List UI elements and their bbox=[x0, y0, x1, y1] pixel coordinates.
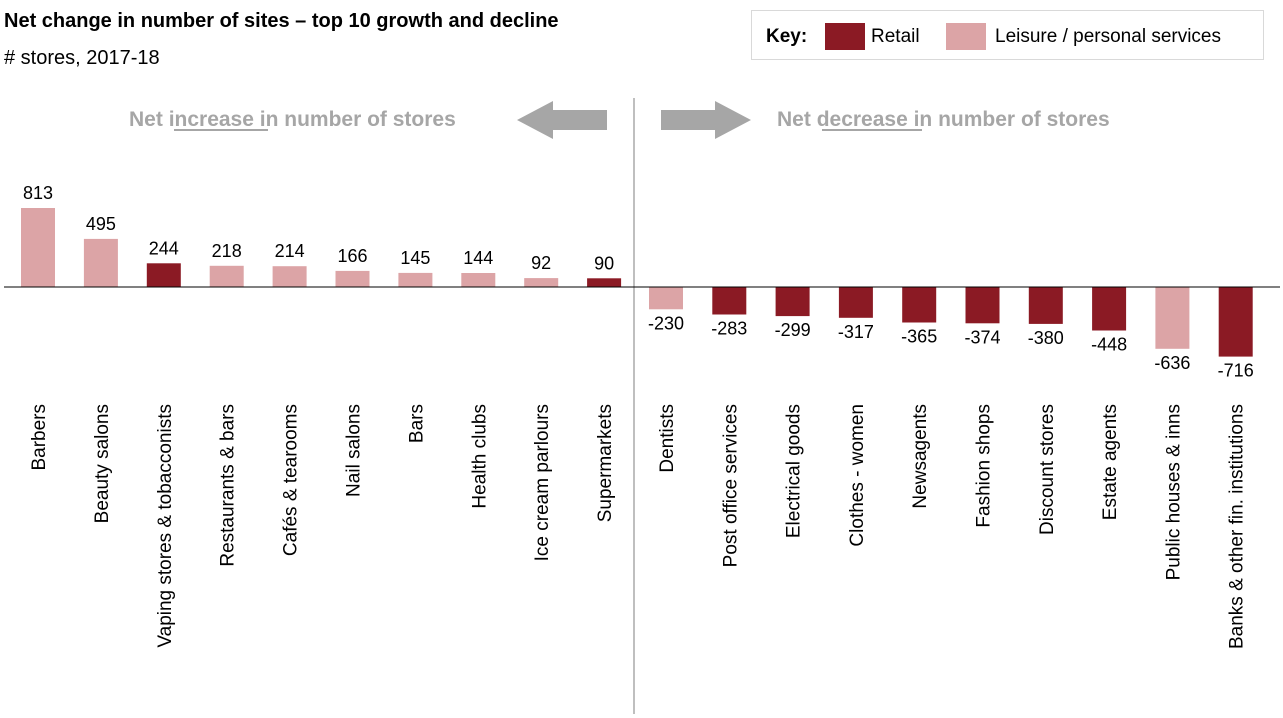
bar-ice-cream-parlours bbox=[524, 278, 559, 287]
category-label-ice-cream-parlours: Ice cream parlours bbox=[532, 404, 553, 561]
legend: Key: Retail Leisure / personal services bbox=[751, 10, 1264, 60]
value-labels: 813 495 244 218 214 166 145 144 92 90 -230 -283 -299… bbox=[23, 183, 1254, 381]
panel-headers: Net increase in number of stores Net dec… bbox=[129, 101, 1110, 139]
legend-swatch-leisure bbox=[946, 23, 986, 50]
legend-swatch-retail bbox=[825, 23, 865, 50]
bar-discount-stores bbox=[1028, 287, 1063, 324]
chart-subtitle: # stores, 2017-18 bbox=[4, 47, 160, 69]
category-label-estate-agents: Estate agents bbox=[1100, 404, 1121, 520]
value-label-dentists: -230 bbox=[648, 313, 684, 333]
category-label-vaping-stores-tobacconists: Vaping stores & tobacconists bbox=[155, 404, 176, 648]
bar-post-office-services bbox=[712, 287, 747, 315]
category-label-electrical-goods: Electrical goods bbox=[784, 404, 805, 538]
bar-fashion-shops bbox=[965, 287, 1000, 324]
category-label-restaurants-bars: Restaurants & bars bbox=[218, 404, 239, 567]
category-label-supermarkets: Supermarkets bbox=[595, 404, 616, 522]
value-label-barbers: 813 bbox=[23, 183, 53, 203]
value-label-beauty-salons: 495 bbox=[86, 214, 116, 234]
bar-clothes-women bbox=[838, 287, 873, 318]
bar-supermarkets bbox=[587, 278, 622, 287]
category-label-caf-s-tearooms: Cafés & tearooms bbox=[281, 404, 302, 556]
bar-health-clubs bbox=[461, 273, 496, 287]
increase-panel-header: Net increase in number of stores bbox=[129, 108, 456, 131]
legend-label-leisure: Leisure / personal services bbox=[995, 26, 1221, 47]
category-labels: Barbers Beauty salons Vaping stores & toba… bbox=[29, 404, 1248, 649]
bar-caf-s-tearooms bbox=[272, 266, 307, 287]
decrease-panel-header: Net decrease in number of stores bbox=[777, 108, 1110, 131]
category-label-dentists: Dentists bbox=[657, 404, 678, 473]
category-label-health-clubs: Health clubs bbox=[469, 404, 490, 509]
value-label-caf-s-tearooms: 214 bbox=[275, 241, 305, 261]
legend-label-retail: Retail bbox=[871, 26, 920, 47]
bar-public-houses-inns bbox=[1155, 287, 1190, 349]
bar-barbers bbox=[21, 208, 55, 287]
value-label-electrical-goods: -299 bbox=[775, 320, 811, 340]
category-label-fashion-shops: Fashion shops bbox=[974, 404, 995, 528]
legend-key-label: Key: bbox=[766, 26, 808, 47]
category-label-clothes-women: Clothes - women bbox=[847, 404, 868, 547]
value-label-discount-stores: -380 bbox=[1028, 328, 1064, 348]
category-label-newsagents: Newsagents bbox=[910, 404, 931, 509]
bar-banks-other-fin-institutions bbox=[1218, 287, 1253, 357]
category-label-nail-salons: Nail salons bbox=[344, 404, 365, 497]
value-label-post-office-services: -283 bbox=[711, 319, 747, 339]
bar-estate-agents bbox=[1092, 287, 1127, 331]
right-arrow-icon bbox=[661, 101, 751, 139]
value-label-supermarkets: 90 bbox=[594, 253, 614, 273]
left-arrow-icon bbox=[517, 101, 607, 139]
category-label-bars: Bars bbox=[406, 404, 427, 443]
value-label-bars: 145 bbox=[400, 248, 430, 268]
value-label-restaurants-bars: 218 bbox=[212, 241, 242, 261]
category-label-barbers: Barbers bbox=[29, 404, 50, 471]
bar-newsagents bbox=[902, 287, 937, 323]
value-label-vaping-stores-tobacconists: 244 bbox=[149, 238, 179, 258]
category-label-beauty-salons: Beauty salons bbox=[92, 404, 113, 523]
category-label-discount-stores: Discount stores bbox=[1037, 404, 1058, 535]
category-label-public-houses-inns: Public houses & inns bbox=[1163, 404, 1184, 580]
bar-nail-salons bbox=[335, 270, 370, 287]
value-label-nail-salons: 166 bbox=[337, 246, 367, 266]
bar-dentists bbox=[649, 287, 683, 310]
bar-electrical-goods bbox=[775, 287, 810, 317]
value-label-ice-cream-parlours: 92 bbox=[531, 253, 551, 273]
bar-bars bbox=[398, 272, 433, 287]
value-label-health-clubs: 144 bbox=[463, 248, 493, 268]
value-label-clothes-women: -317 bbox=[838, 322, 874, 342]
chart-title: Net change in number of sites – top 10 g… bbox=[4, 10, 559, 32]
value-label-fashion-shops: -374 bbox=[964, 327, 1000, 347]
category-label-banks-other-fin-institutions: Banks & other fin. institutions bbox=[1227, 404, 1248, 649]
value-label-newsagents: -365 bbox=[901, 327, 937, 347]
value-label-public-houses-inns: -636 bbox=[1154, 353, 1190, 373]
category-label-post-office-services: Post office services bbox=[720, 404, 741, 567]
value-label-banks-other-fin-institutions: -716 bbox=[1218, 361, 1254, 381]
bar-restaurants-bars bbox=[209, 265, 244, 287]
bar-beauty-salons bbox=[83, 238, 118, 287]
bars bbox=[21, 208, 1253, 357]
value-label-estate-agents: -448 bbox=[1091, 335, 1127, 355]
bar-vaping-stores-tobacconists bbox=[146, 263, 181, 287]
